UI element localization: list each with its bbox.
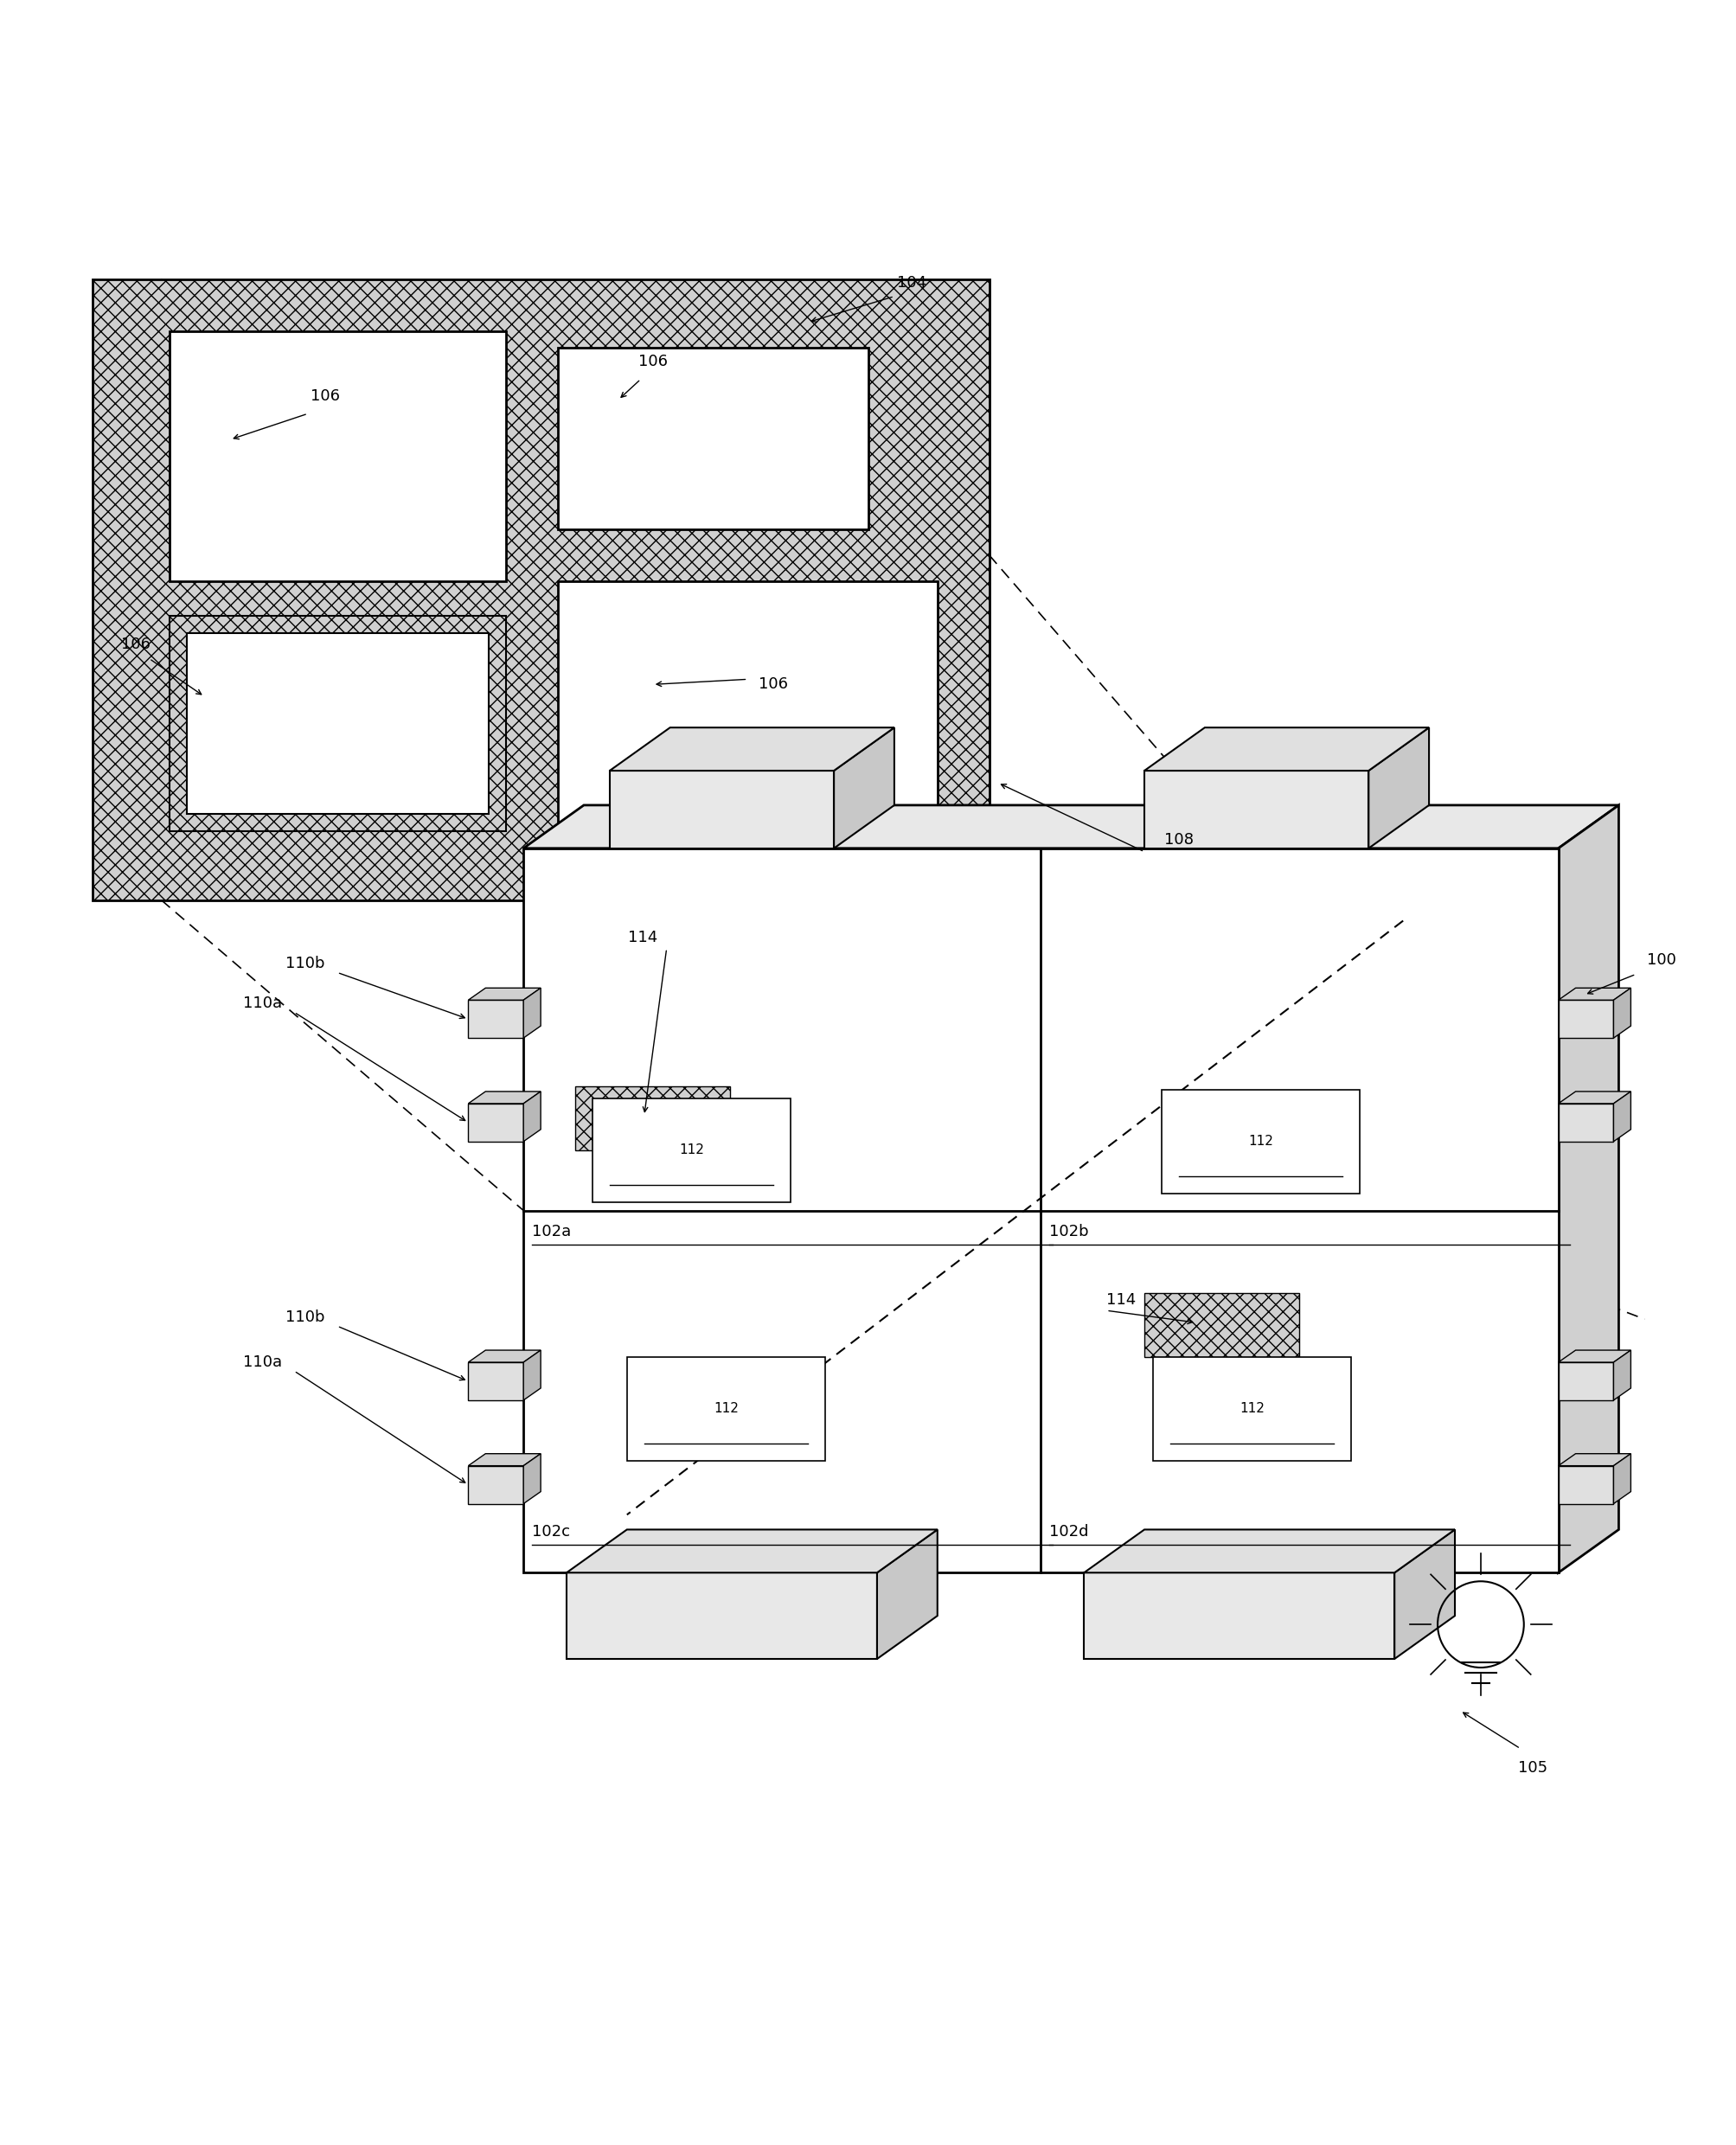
- Polygon shape: [1557, 989, 1630, 1000]
- Polygon shape: [1144, 727, 1429, 770]
- Text: 108: 108: [1163, 832, 1193, 847]
- Text: 106: 106: [759, 676, 788, 693]
- Polygon shape: [523, 804, 1618, 847]
- Bar: [609, 770, 833, 847]
- Bar: [592, 1098, 790, 1201]
- Polygon shape: [566, 1529, 937, 1572]
- Text: 106: 106: [120, 637, 149, 652]
- Text: 114: 114: [628, 931, 658, 946]
- Bar: [523, 847, 1557, 1572]
- Text: 112: 112: [679, 1143, 703, 1156]
- Polygon shape: [877, 1529, 937, 1658]
- Text: 106: 106: [637, 354, 667, 369]
- Bar: [92, 279, 990, 901]
- Text: 102c: 102c: [531, 1525, 569, 1540]
- Text: 112: 112: [713, 1403, 738, 1416]
- Text: 110b: 110b: [286, 1311, 325, 1326]
- Text: 114: 114: [1106, 1293, 1135, 1308]
- Bar: [627, 1358, 825, 1461]
- Polygon shape: [1557, 1454, 1630, 1465]
- Polygon shape: [523, 1349, 540, 1401]
- Text: 104: 104: [896, 275, 925, 290]
- Polygon shape: [469, 989, 540, 1000]
- Polygon shape: [1613, 1454, 1630, 1504]
- Bar: [469, 1103, 523, 1141]
- Text: 102d: 102d: [1049, 1525, 1088, 1540]
- Polygon shape: [609, 727, 894, 770]
- Bar: [575, 1085, 729, 1150]
- Text: 112: 112: [1240, 1403, 1264, 1416]
- Bar: [557, 581, 937, 830]
- Polygon shape: [523, 989, 540, 1038]
- Bar: [1557, 1465, 1613, 1504]
- Polygon shape: [1613, 1092, 1630, 1141]
- Text: 102a: 102a: [531, 1225, 571, 1240]
- Text: 102b: 102b: [1049, 1225, 1088, 1240]
- Text: 106: 106: [311, 388, 340, 403]
- Bar: [557, 347, 868, 530]
- Text: 105: 105: [1517, 1759, 1547, 1776]
- Bar: [566, 1572, 877, 1658]
- Polygon shape: [1368, 727, 1429, 847]
- Polygon shape: [1557, 804, 1618, 1572]
- Bar: [1083, 1572, 1394, 1658]
- Text: 110a: 110a: [243, 1353, 281, 1371]
- Text: 100: 100: [1646, 952, 1675, 967]
- Polygon shape: [1557, 1349, 1630, 1362]
- Bar: [170, 616, 505, 830]
- Polygon shape: [469, 1454, 540, 1465]
- Bar: [1557, 1362, 1613, 1401]
- Bar: [469, 1362, 523, 1401]
- Bar: [1557, 1000, 1613, 1038]
- Polygon shape: [1394, 1529, 1455, 1658]
- Bar: [187, 633, 490, 813]
- Polygon shape: [469, 1092, 540, 1103]
- Polygon shape: [1613, 1349, 1630, 1401]
- Bar: [1161, 1090, 1359, 1193]
- Bar: [469, 1465, 523, 1504]
- Bar: [170, 330, 505, 581]
- Polygon shape: [1557, 1092, 1630, 1103]
- Bar: [1144, 1293, 1299, 1358]
- Polygon shape: [523, 1454, 540, 1504]
- Text: 110a: 110a: [243, 995, 281, 1010]
- Polygon shape: [833, 727, 894, 847]
- Text: 110b: 110b: [286, 957, 325, 972]
- Bar: [469, 1000, 523, 1038]
- Bar: [1144, 770, 1368, 847]
- Polygon shape: [469, 1349, 540, 1362]
- Polygon shape: [1613, 989, 1630, 1038]
- Bar: [1153, 1358, 1351, 1461]
- Bar: [1557, 1103, 1613, 1141]
- Polygon shape: [1083, 1529, 1455, 1572]
- Polygon shape: [523, 1092, 540, 1141]
- Text: 112: 112: [1248, 1135, 1272, 1148]
